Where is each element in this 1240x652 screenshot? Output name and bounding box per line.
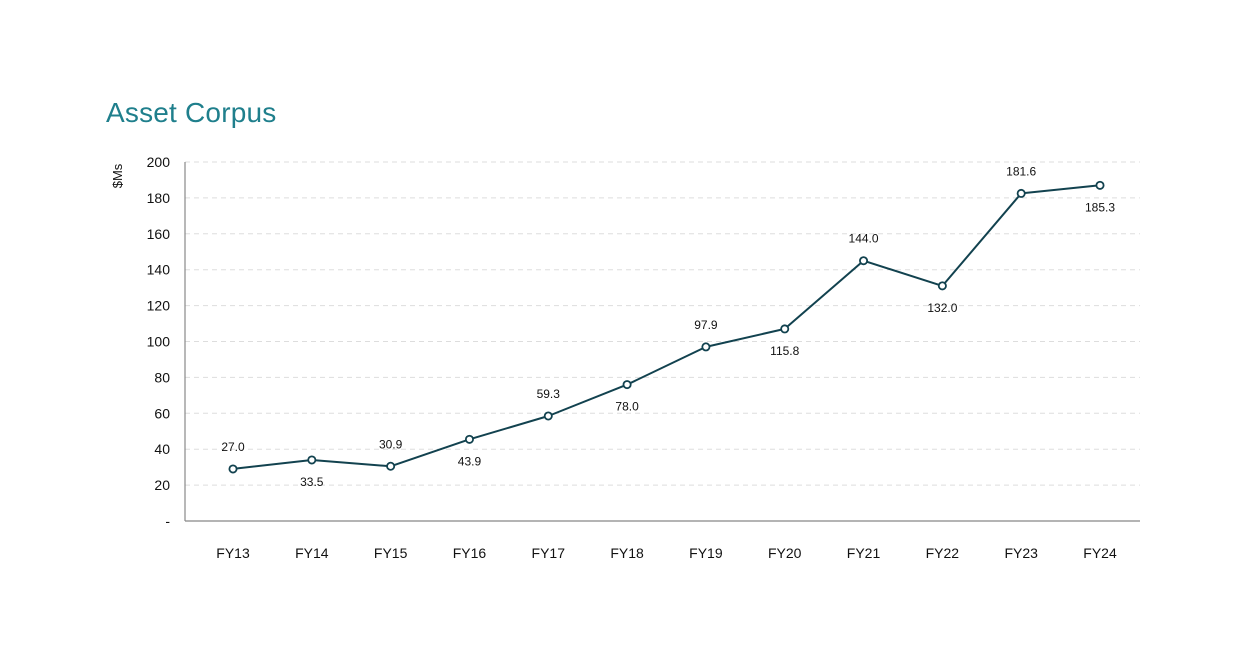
data-label: 132.0 [927,301,957,315]
data-label: 115.8 [770,344,799,358]
x-tick-label: FY14 [295,545,329,561]
data-point [1016,188,1026,198]
data-point [228,464,238,474]
x-tick-label: FY17 [532,545,566,561]
data-label: 144.0 [849,232,879,246]
x-tick-labels: FY13 FY14 FY15 FY16 FY17 FY18 FY19 FY20 FY21 FY22… [216,545,1117,561]
data-labels: 27.0 33.5 30.9 43.9 59.3 78.0 97.9 115.8 144.0 13… [221,164,1115,489]
x-tick-label: FY19 [689,545,723,561]
y-tick-label: 40 [154,441,170,457]
data-point [307,455,317,465]
series-line-path [232,184,1101,470]
data-point [622,380,632,390]
x-tick-label: FY23 [1004,545,1038,561]
y-tick-label: 200 [147,154,171,170]
data-point [1095,180,1105,190]
data-point [543,411,553,421]
x-tick-label: FY24 [1083,545,1117,561]
data-point [937,281,947,291]
y-tick-label: 60 [154,405,170,421]
data-label: 43.9 [458,454,482,468]
x-tick-label: FY15 [374,545,408,561]
y-tick-label: 160 [147,226,171,242]
y-tick-label: 100 [147,334,171,350]
x-tick-label: FY20 [768,545,802,561]
x-tick-label: FY21 [847,545,881,561]
y-tick-labels: - 20 40 60 80 100 120 140 160 180 200 [147,154,171,529]
data-point [386,461,396,471]
data-label: 27.0 [221,440,245,454]
series-line [232,184,1101,470]
data-point [780,324,790,334]
y-tick-label: 140 [147,262,171,278]
data-label: 33.5 [300,475,324,489]
y-tick-label: - [165,513,170,529]
series-points [228,180,1105,474]
y-tick-label: 180 [147,190,171,206]
data-label: 97.9 [694,318,718,332]
y-tick-label: 20 [154,477,170,493]
data-label: 181.6 [1006,164,1036,178]
data-label: 185.3 [1085,200,1115,214]
x-tick-label: FY16 [453,545,487,561]
x-tick-label: FY22 [926,545,960,561]
data-label: 59.3 [537,387,561,401]
data-label: 30.9 [379,437,403,451]
x-tick-label: FY13 [216,545,250,561]
y-tick-label: 80 [154,369,170,385]
data-label: 78.0 [615,400,639,414]
x-tick-label: FY18 [610,545,644,561]
gridlines [185,161,1140,486]
axes [184,162,1140,522]
y-tick-label: 120 [147,298,171,314]
data-point [701,342,711,352]
y-axis-label: $Ms [110,163,125,188]
chart-title: Asset Corpus [106,97,277,128]
data-point [859,256,869,266]
data-point [464,434,474,444]
